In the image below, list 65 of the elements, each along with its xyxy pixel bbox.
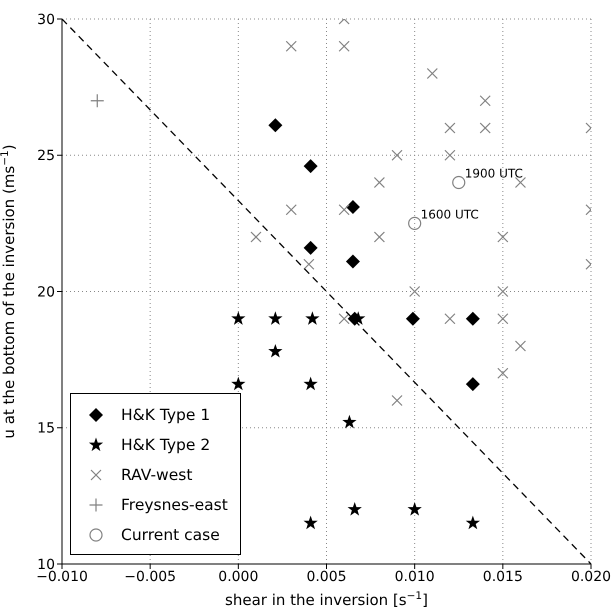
point: [444, 122, 456, 134]
point: [409, 286, 420, 298]
x-tick-label: 0.015: [482, 568, 523, 585]
point: [304, 240, 318, 255]
point: [514, 340, 526, 352]
point: [426, 68, 438, 80]
point: [303, 258, 314, 270]
point: [346, 200, 360, 214]
point: [514, 176, 526, 188]
point: [338, 204, 350, 216]
x-tick-label: 0.020: [570, 568, 612, 585]
point: [374, 176, 385, 188]
point: [480, 95, 491, 106]
point: [348, 502, 362, 516]
point: [250, 231, 262, 243]
point: [391, 150, 403, 161]
point: [342, 414, 357, 428]
y-tick-label: 20: [37, 284, 55, 300]
point: [338, 313, 350, 324]
point: [406, 312, 420, 326]
legend-label: Freysnes-east: [121, 496, 228, 514]
x-tick-label: −0.005: [124, 568, 176, 585]
point: [338, 40, 350, 52]
point: [374, 231, 385, 243]
point: [90, 94, 104, 108]
point: [286, 40, 297, 52]
point: [231, 376, 246, 390]
legend-label: H&K Type 1: [121, 406, 210, 424]
point: [391, 394, 403, 406]
point: [268, 311, 282, 325]
legend-label: RAV-west: [121, 466, 192, 484]
point: [305, 311, 320, 325]
x-tick-label: 0.010: [394, 568, 435, 585]
point: [497, 313, 508, 324]
point: [480, 122, 491, 134]
point: [466, 377, 480, 392]
point: [444, 150, 456, 161]
point: [444, 313, 456, 324]
point: [452, 176, 466, 190]
point: [268, 344, 282, 358]
y-tick-label: 15: [37, 420, 55, 437]
x-tick-label: 0.005: [306, 568, 347, 585]
y-tick-label: 25: [37, 148, 55, 164]
point: [286, 204, 297, 216]
point: [466, 516, 480, 530]
annotation: 1600 UTC: [420, 207, 479, 222]
point: [497, 231, 508, 243]
point: [408, 216, 422, 230]
point: [231, 311, 246, 325]
point: [268, 118, 282, 132]
point: [497, 286, 508, 298]
annotation: 1900 UTC: [464, 166, 523, 180]
point: [304, 159, 318, 174]
x-axis-title: shear in the inversion [s$^{−1}$]: [225, 590, 428, 609]
y-tick-label: 30: [37, 12, 55, 28]
legend-label: Current case: [121, 526, 220, 544]
legend-label: H&K Type 2: [121, 436, 210, 454]
point: [466, 312, 480, 326]
point: [303, 516, 318, 530]
x-tick-label: −0.010: [36, 568, 88, 585]
point: [408, 502, 422, 516]
x-tick-label: 0.000: [218, 568, 258, 585]
point: [497, 368, 508, 379]
point: [346, 254, 360, 269]
point: [303, 376, 318, 390]
